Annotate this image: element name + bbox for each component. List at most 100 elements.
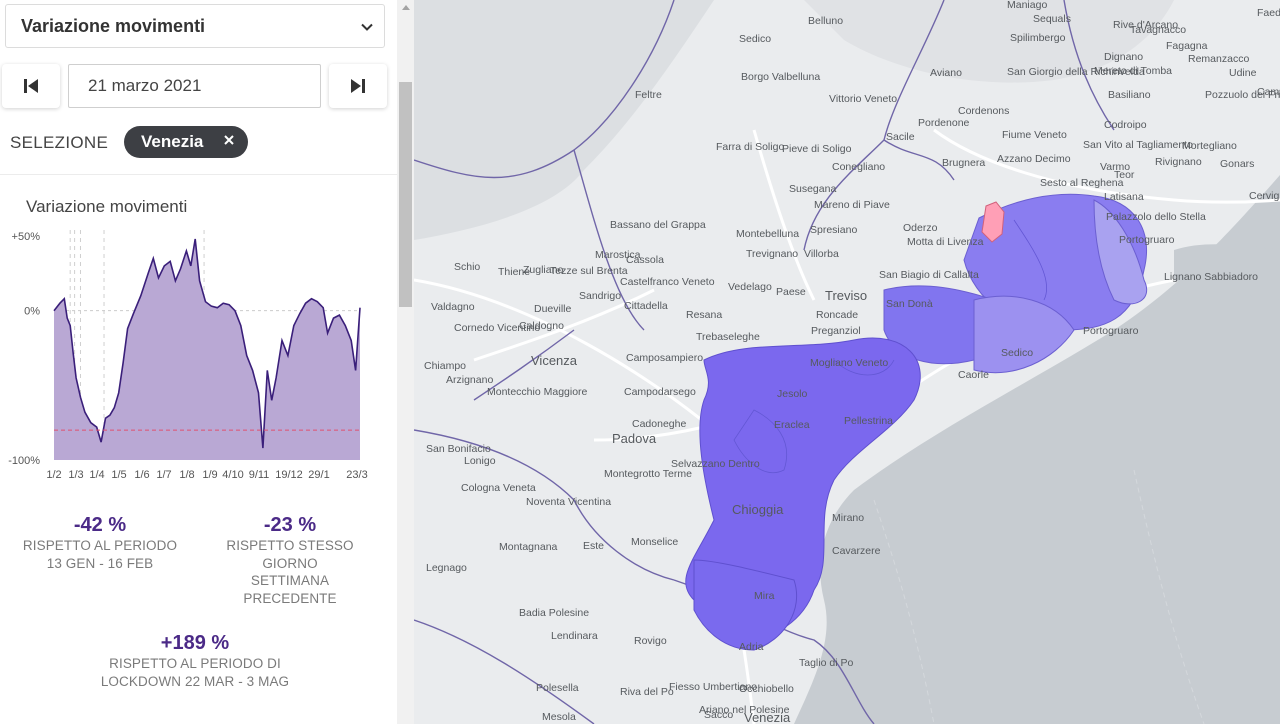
map-place-label: Sequals [1033, 13, 1071, 25]
sea-boundary [873, 499, 935, 724]
map-place-label: Lignano Sabbiadoro [1164, 271, 1258, 283]
map-place-label: Pieve di Soligo [782, 143, 852, 155]
map-place-label: Maniago [1007, 0, 1047, 11]
stat-desc-line: PRECEDENTE [243, 590, 337, 606]
metric-select[interactable]: Variazione movimenti [5, 4, 385, 48]
mountain-area [804, 0, 1174, 83]
map-place-label: Trevignano [746, 248, 798, 260]
map-place-label: Pozzuolo del Friuli [1205, 89, 1280, 101]
map-place-label: Zugliano [523, 264, 563, 276]
map-place-label: Riva del Po [620, 686, 674, 698]
map-place-label: Eraclea [774, 419, 810, 431]
next-date-button[interactable] [329, 64, 387, 108]
previous-date-button[interactable] [2, 64, 60, 108]
x-tick-label: 1/8 [179, 469, 194, 481]
map-view[interactable]: Belluno Sedico Feltre Borgo Valbelluna Vitto… [414, 0, 1280, 724]
map-place-label: San Biagio di Callalta [879, 269, 979, 281]
map-place-label: Feltre [635, 89, 662, 101]
x-tick-label: 19/12 [275, 469, 303, 481]
y-tick-label: 0% [24, 306, 40, 318]
map-place-label: Brugnera [942, 157, 985, 169]
map-place-label: Resana [686, 309, 722, 321]
y-tick-label: +50% [12, 231, 41, 243]
map-place-label: Mirano [832, 512, 864, 524]
map-place-label: Cordenons [958, 105, 1009, 117]
map-place-label: Dueville [534, 303, 572, 315]
map-place-label: Azzano Decimo [997, 153, 1071, 165]
map-place-label: Cologna Veneta [461, 482, 536, 494]
map-canvas[interactable]: Belluno Sedico Feltre Borgo Valbelluna Vitto… [414, 0, 1280, 724]
map-place-label: Codroipo [1104, 119, 1147, 131]
x-tick-label: 23/3 [346, 469, 367, 481]
map-place-label: Sacile [886, 131, 915, 143]
stat-desc-line: RISPETTO AL PERIODO DI [109, 656, 281, 671]
map-place-label: Villorba [804, 248, 839, 260]
sea-boundary [1133, 469, 1205, 724]
scroll-up-icon[interactable] [402, 5, 410, 10]
chevron-down-icon [361, 23, 373, 31]
map-place-label: San Donà [886, 298, 933, 310]
map-place-label: Portogruaro [1083, 325, 1139, 337]
scrollbar-thumb[interactable] [399, 82, 412, 307]
map-place-label: Mira [754, 590, 775, 602]
map-place-label: Remanzacco [1188, 53, 1249, 65]
selected-municipality[interactable] [981, 201, 1005, 243]
map-place-label: Rivignano [1155, 156, 1202, 168]
map-place-label: Conegliano [832, 161, 885, 173]
map-place-label: Legnago [426, 562, 467, 574]
map-place-label: Jesolo [777, 388, 808, 400]
map-place-label: Thiene [498, 266, 530, 278]
map-place-label: Ariano nel Polesine [699, 704, 790, 716]
map-place-label: Arzignano [446, 374, 493, 386]
stat-desc-line: SETTIMANA [250, 573, 330, 588]
map-place-label: Camposampiero [626, 352, 703, 364]
veneto-region-shape [685, 193, 1148, 651]
map-place-label: Sacco [704, 709, 733, 721]
map-place-label: Basiliano [1108, 89, 1151, 101]
map-place-label: Montecchio Maggiore [487, 386, 588, 398]
map-place-label: Udine [1229, 67, 1257, 79]
close-icon[interactable] [223, 134, 235, 146]
map-place-label: Pellestrina [844, 415, 893, 427]
map-place-label: Aviano [930, 67, 962, 79]
sea-area [794, 175, 1280, 724]
sidebar-scrollbar[interactable] [397, 0, 414, 724]
map-place-label: Sesto al Reghena [1040, 177, 1124, 189]
map-place-label: Oderzo [903, 222, 938, 234]
map-place-label: Chiampo [424, 360, 466, 372]
map-place-label: Rovigo [634, 635, 667, 647]
stat-desc-line: LOCKDOWN 22 MAR - 3 MAG [100, 673, 290, 689]
map-place-label: Campoformido [1257, 86, 1280, 98]
map-place-label: Mortegliano [1182, 140, 1237, 152]
map-region-area [685, 337, 921, 641]
metric-select-label: Variazione movimenti [21, 15, 206, 36]
x-tick-label: 9/11 [249, 469, 270, 481]
map-place-label: Mesola [542, 711, 576, 723]
map-place-label: Trebaseleghe [696, 331, 760, 343]
map-place-label: Caldogno [519, 320, 564, 332]
map-place-label: Cornedo Vicentino [454, 322, 540, 334]
stat-desc-line: RISPETTO STESSO [226, 538, 354, 553]
date-input[interactable] [68, 64, 321, 108]
map-place-label: Varmo [1100, 161, 1130, 173]
map-place-label: Valdagno [431, 301, 475, 313]
map-place-label: Motta di Livenza [907, 236, 984, 248]
map-place-label: Preganziol [811, 325, 861, 337]
stat-desc-line: 13 GEN - 16 FEB [46, 555, 154, 571]
map-labels: Belluno Sedico Feltre Borgo Valbelluna Vitto… [424, 0, 1280, 724]
map-place-label: Montegrotto Terme [604, 468, 692, 480]
stat-vs-lockdown: +189 % RISPETTO AL PERIODO DI LOCKDOWN 2… [60, 631, 330, 690]
map-region-area [693, 559, 798, 651]
selection-chip-label: Venezia [141, 132, 204, 151]
map-place-label: Fiesso Umbertiano [669, 681, 757, 693]
map-place-label: Belluno [808, 15, 843, 27]
map-place-label: Gonars [1220, 158, 1254, 170]
chart-area [54, 239, 360, 460]
map-place-label: San Giorgio della Richinvelda [1007, 66, 1145, 78]
movement-chart: +50% 0% -100% 1/2 1/3 1/4 1/5 1/6 1/7 1/8 1/9 4/10 9… [8, 230, 368, 481]
map-place-label: Lendinara [551, 630, 598, 642]
map-place-label: Marostica [595, 249, 641, 261]
map-place-label: Sedico [1001, 347, 1033, 359]
map-place-label: Cervignano del Friuli [1249, 190, 1280, 202]
map-place-label: Este [583, 540, 604, 552]
